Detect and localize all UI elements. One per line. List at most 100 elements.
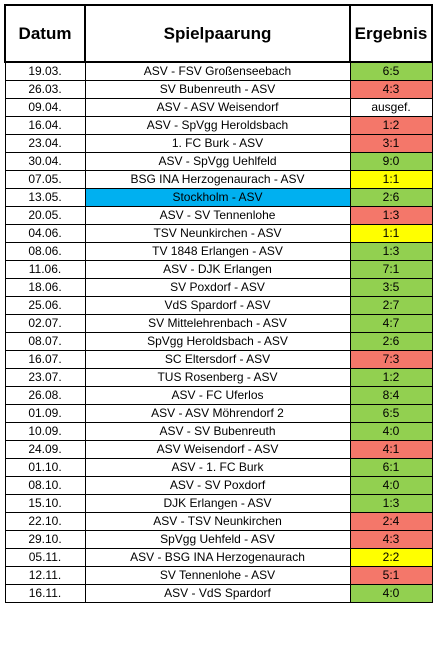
table-row: 08.06. TV 1848 Erlangen - ASV 1:3 <box>4 242 433 261</box>
result-cell: 8:4 <box>349 386 433 405</box>
header-date: Datum <box>4 4 86 63</box>
match-cell: SpVgg Uehfeld - ASV <box>84 530 351 549</box>
result-cell: 2:4 <box>349 512 433 531</box>
result-cell: 2:2 <box>349 548 433 567</box>
match-cell: ASV - SpVgg Uehlfeld <box>84 152 351 171</box>
result-cell: 4:0 <box>349 476 433 495</box>
table-row: 23.07. TUS Rosenberg - ASV 1:2 <box>4 368 433 387</box>
match-cell: ASV - SpVgg Heroldsbach <box>84 116 351 135</box>
result-cell: 2:7 <box>349 296 433 315</box>
date-cell: 29.10. <box>4 530 86 549</box>
match-cell: ASV - SV Poxdorf <box>84 476 351 495</box>
table-row: 02.07. SV Mittelehrenbach - ASV 4:7 <box>4 314 433 333</box>
date-cell: 16.07. <box>4 350 86 369</box>
result-cell: 7:1 <box>349 260 433 279</box>
result-cell: 6:5 <box>349 61 433 81</box>
table-row: 11.06. ASV - DJK Erlangen 7:1 <box>4 260 433 279</box>
result-cell: 1:2 <box>349 116 433 135</box>
date-cell: 18.06. <box>4 278 86 297</box>
match-cell: SV Poxdorf - ASV <box>84 278 351 297</box>
result-cell: 1:3 <box>349 206 433 225</box>
result-cell: 1:3 <box>349 242 433 261</box>
table-row: 01.10. ASV - 1. FC Burk 6:1 <box>4 458 433 477</box>
match-cell: TUS Rosenberg - ASV <box>84 368 351 387</box>
match-cell: ASV - ASV Weisendorf <box>84 98 351 117</box>
result-cell: 4:0 <box>349 584 433 603</box>
match-cell: SV Bubenreuth - ASV <box>84 80 351 99</box>
table-row: 07.05. BSG INA Herzogenaurach - ASV 1:1 <box>4 170 433 189</box>
match-cell: ASV - SV Tennenlohe <box>84 206 351 225</box>
date-cell: 15.10. <box>4 494 86 513</box>
date-cell: 26.08. <box>4 386 86 405</box>
date-cell: 01.10. <box>4 458 86 477</box>
result-cell: 3:1 <box>349 134 433 153</box>
table-row: 08.10. ASV - SV Poxdorf 4:0 <box>4 476 433 495</box>
match-cell: ASV - VdS Spardorf <box>84 584 351 603</box>
match-cell: TSV Neunkirchen - ASV <box>84 224 351 243</box>
match-cell: TV 1848 Erlangen - ASV <box>84 242 351 261</box>
result-cell: 3:5 <box>349 278 433 297</box>
result-cell: 1:1 <box>349 224 433 243</box>
table-row: 12.11. SV Tennenlohe - ASV 5:1 <box>4 566 433 585</box>
result-cell: 4:7 <box>349 314 433 333</box>
match-cell: SpVgg Heroldsbach - ASV <box>84 332 351 351</box>
table-row: 22.10. ASV - TSV Neunkirchen 2:4 <box>4 512 433 531</box>
date-cell: 04.06. <box>4 224 86 243</box>
table-row: 15.10. DJK Erlangen - ASV 1:3 <box>4 494 433 513</box>
match-cell: BSG INA Herzogenaurach - ASV <box>84 170 351 189</box>
table-row: 16.11. ASV - VdS Spardorf 4:0 <box>4 584 433 603</box>
table-row: 05.11. ASV - BSG INA Herzogenaurach 2:2 <box>4 548 433 567</box>
table-row: 20.05. ASV - SV Tennenlohe 1:3 <box>4 206 433 225</box>
table-row: 25.06. VdS Spardorf - ASV 2:7 <box>4 296 433 315</box>
table-header-row: Datum Spielpaarung Ergebnis <box>4 4 433 63</box>
result-cell: 4:3 <box>349 530 433 549</box>
match-cell: SV Tennenlohe - ASV <box>84 566 351 585</box>
table-row: 08.07. SpVgg Heroldsbach - ASV 2:6 <box>4 332 433 351</box>
date-cell: 22.10. <box>4 512 86 531</box>
date-cell: 16.04. <box>4 116 86 135</box>
match-cell: ASV - FC Uferlos <box>84 386 351 405</box>
date-cell: 12.11. <box>4 566 86 585</box>
result-cell: 1:1 <box>349 170 433 189</box>
match-cell: SV Mittelehrenbach - ASV <box>84 314 351 333</box>
date-cell: 24.09. <box>4 440 86 459</box>
match-cell: ASV - 1. FC Burk <box>84 458 351 477</box>
date-cell: 25.06. <box>4 296 86 315</box>
date-cell: 19.03. <box>4 61 86 81</box>
match-cell: ASV - FSV Großenseebach <box>84 61 351 81</box>
date-cell: 11.06. <box>4 260 86 279</box>
table-row: 09.04. ASV - ASV Weisendorf ausgef. <box>4 98 433 117</box>
table-body: 19.03. ASV - FSV Großenseebach 6:5 26.03. SV… <box>4 61 433 603</box>
result-cell: 1:3 <box>349 494 433 513</box>
date-cell: 09.04. <box>4 98 86 117</box>
match-cell: SC Eltersdorf - ASV <box>84 350 351 369</box>
table-row: 19.03. ASV - FSV Großenseebach 6:5 <box>4 61 433 81</box>
match-cell: ASV Weisendorf - ASV <box>84 440 351 459</box>
table-row: 23.04. 1. FC Burk - ASV 3:1 <box>4 134 433 153</box>
match-cell: DJK Erlangen - ASV <box>84 494 351 513</box>
table-row: 30.04. ASV - SpVgg Uehlfeld 9:0 <box>4 152 433 171</box>
date-cell: 23.07. <box>4 368 86 387</box>
match-cell: ASV - BSG INA Herzogenaurach <box>84 548 351 567</box>
date-cell: 01.09. <box>4 404 86 423</box>
date-cell: 08.10. <box>4 476 86 495</box>
match-cell: ASV - SV Bubenreuth <box>84 422 351 441</box>
match-cell: ASV - DJK Erlangen <box>84 260 351 279</box>
table-row: 24.09. ASV Weisendorf - ASV 4:1 <box>4 440 433 459</box>
table-row: 01.09. ASV - ASV Möhrendorf 2 6:5 <box>4 404 433 423</box>
date-cell: 20.05. <box>4 206 86 225</box>
table-row: 16.04. ASV - SpVgg Heroldsbach 1:2 <box>4 116 433 135</box>
table-row: 26.08. ASV - FC Uferlos 8:4 <box>4 386 433 405</box>
date-cell: 07.05. <box>4 170 86 189</box>
table-row: 18.06. SV Poxdorf - ASV 3:5 <box>4 278 433 297</box>
match-cell: ASV - ASV Möhrendorf 2 <box>84 404 351 423</box>
header-match: Spielpaarung <box>84 4 351 63</box>
match-cell: Stockholm - ASV <box>84 188 351 207</box>
result-cell: ausgef. <box>349 98 433 117</box>
result-cell: 2:6 <box>349 188 433 207</box>
match-cell: ASV - TSV Neunkirchen <box>84 512 351 531</box>
date-cell: 10.09. <box>4 422 86 441</box>
match-schedule-table: Datum Spielpaarung Ergebnis 19.03. ASV - … <box>4 4 433 603</box>
date-cell: 23.04. <box>4 134 86 153</box>
date-cell: 02.07. <box>4 314 86 333</box>
